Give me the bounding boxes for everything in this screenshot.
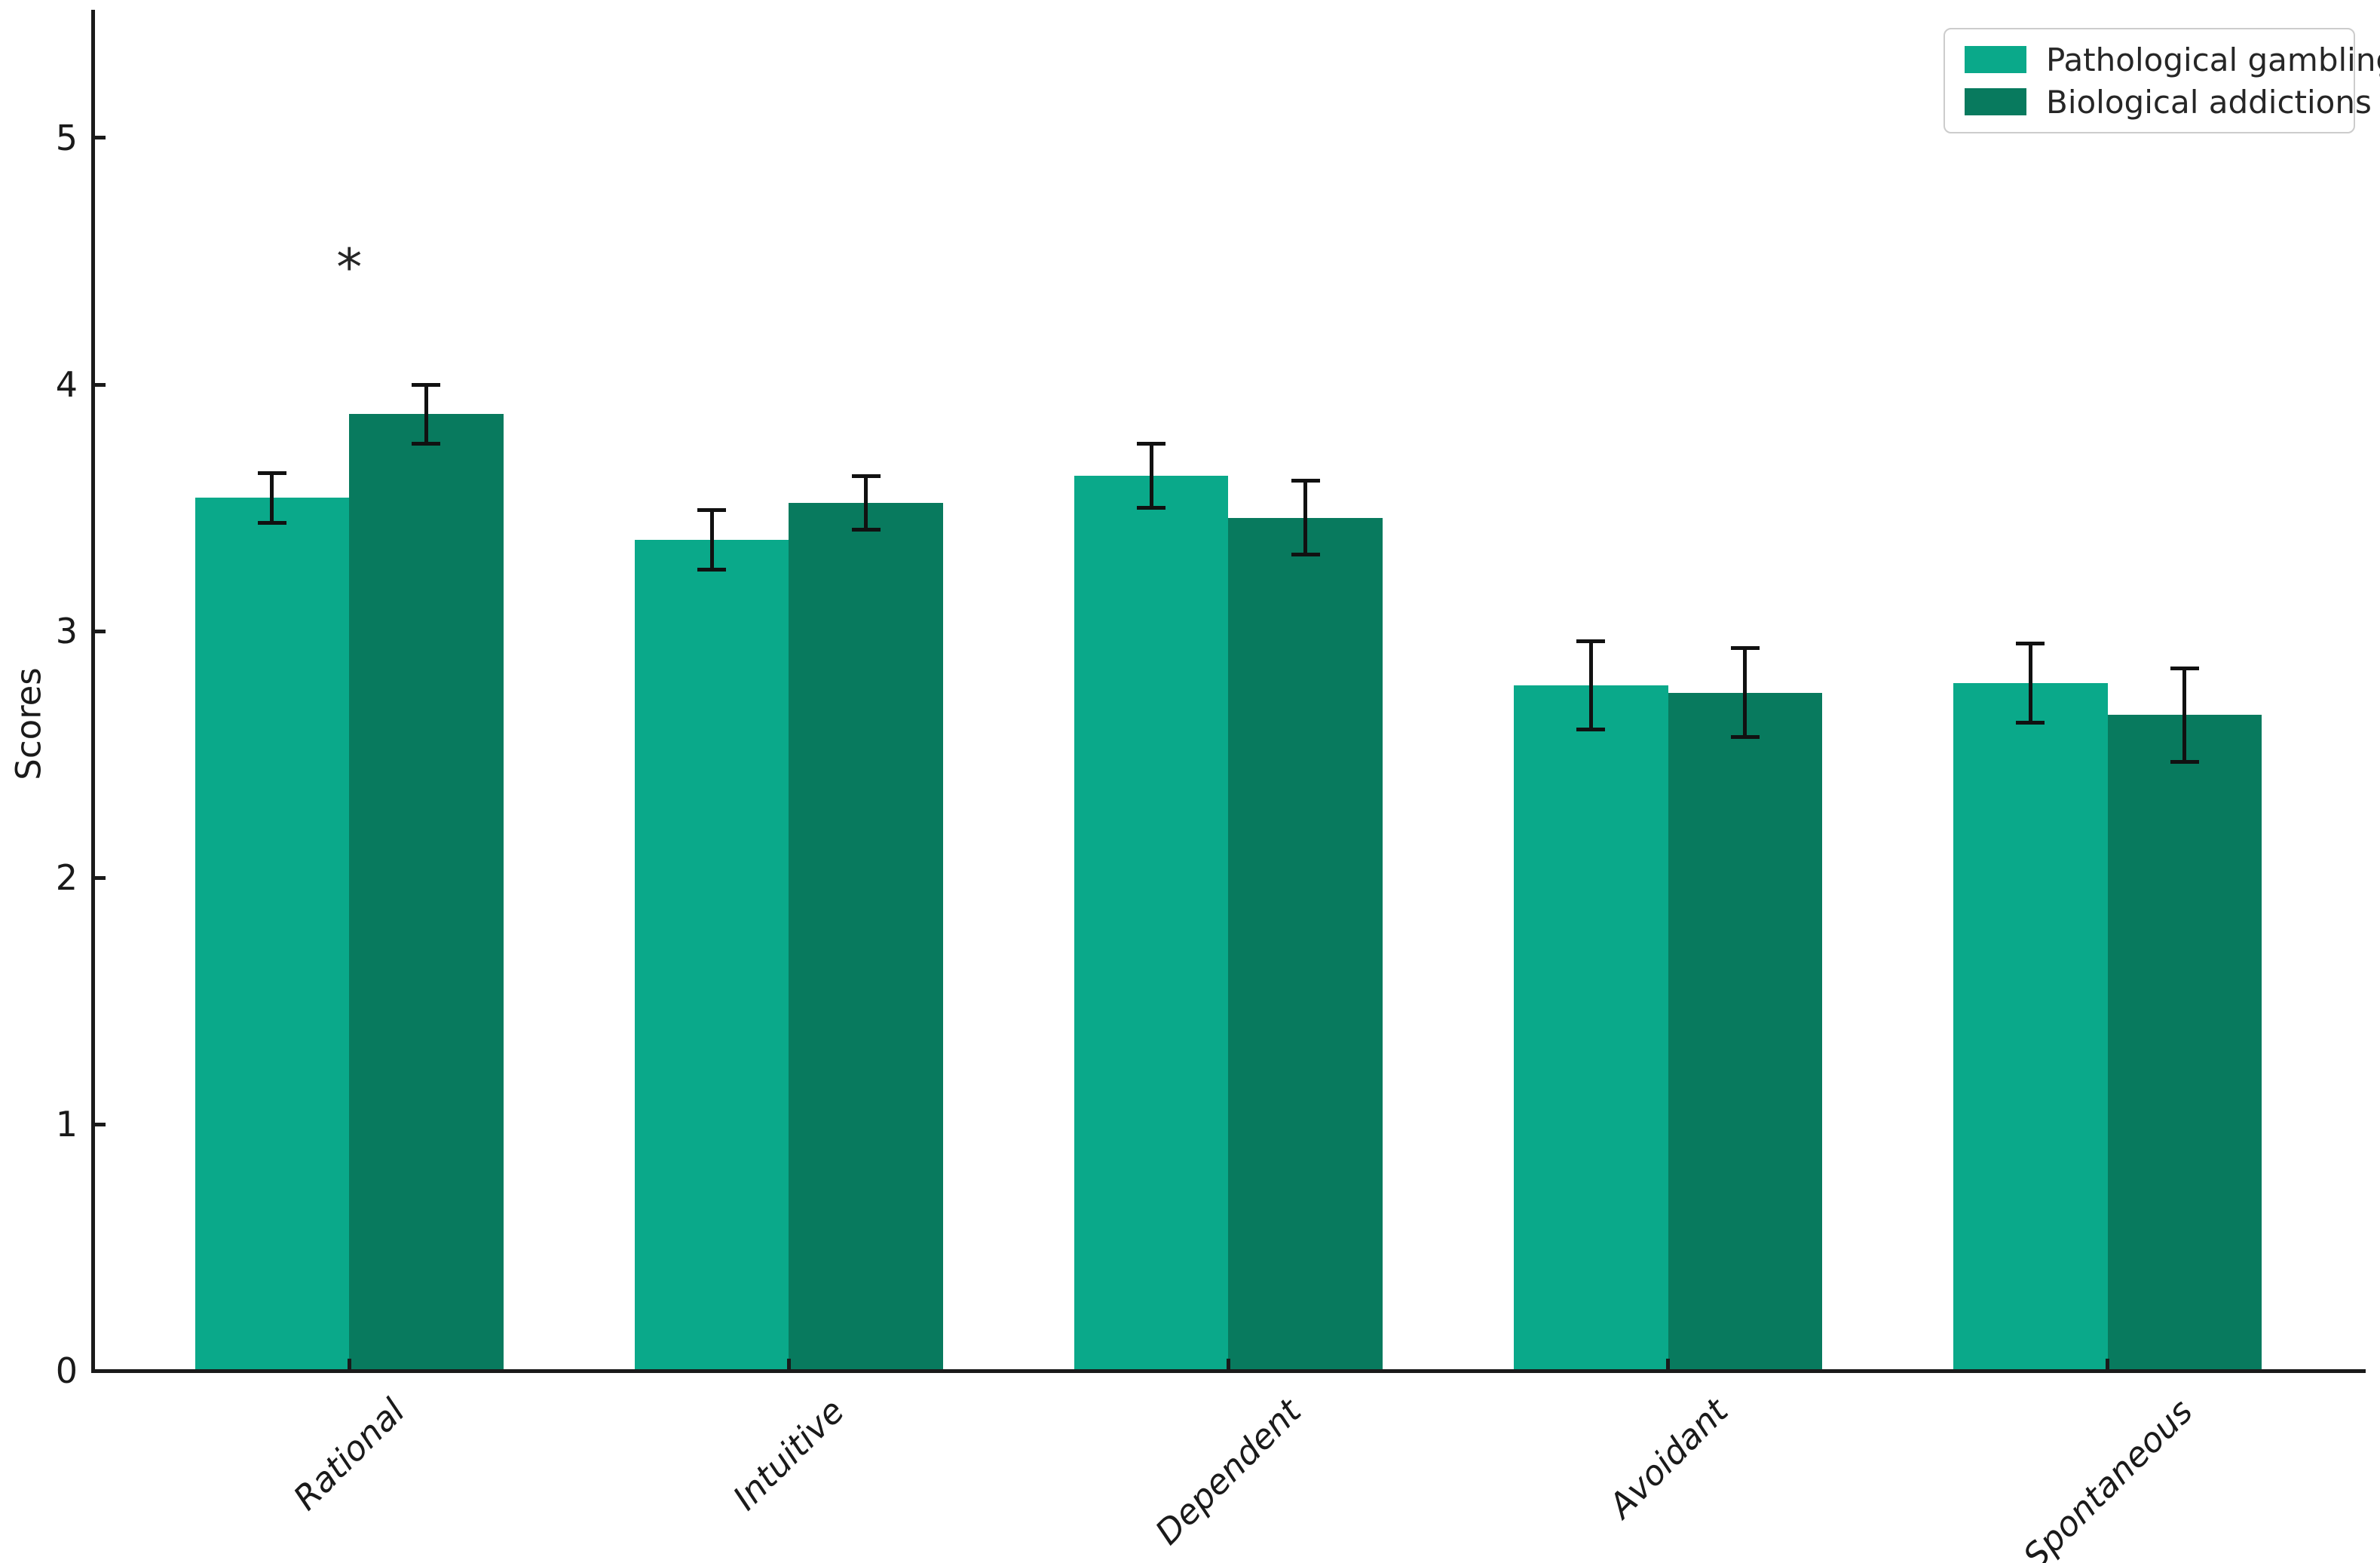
error-bar-line [424, 385, 428, 444]
x-axis-spine [90, 1368, 2366, 1373]
error-bar-line [1588, 641, 1593, 730]
legend-label: Biological addictions [2046, 83, 2372, 121]
error-bar-line [1743, 648, 1747, 737]
error-bar-cap-top [257, 471, 286, 476]
x-tick-label-rational: Rational [285, 1390, 413, 1519]
error-bar-cap-top [2170, 666, 2199, 670]
error-bar-cap-bottom [1730, 735, 1760, 740]
y-tick-label: 3 [55, 611, 78, 652]
bar-pathological-gambling-avoidant [1514, 685, 1668, 1371]
y-tick-label: 5 [55, 117, 78, 158]
y-axis-title: Scores [8, 667, 49, 780]
x-tick-label-avoidant: Avoidant [1600, 1391, 1735, 1526]
error-bar-line [270, 473, 274, 523]
error-bar-cap-bottom [1576, 728, 1606, 732]
x-tick-label-dependent: Dependent [1147, 1391, 1309, 1553]
error-bar-cap-top [1730, 646, 1760, 651]
x-tick [347, 1358, 351, 1369]
legend: Pathological gambling Biological addicti… [1944, 28, 2380, 133]
y-tick [94, 875, 106, 880]
error-bar-cap-top [851, 473, 881, 478]
error-bar-cap-top [412, 382, 441, 387]
error-bar-cap-bottom [257, 520, 286, 525]
error-bar-cap-top [697, 508, 727, 513]
bar-pathological-gambling-spontaneous [1953, 682, 2108, 1371]
y-tick [94, 629, 106, 633]
y-tick [94, 1122, 106, 1126]
error-bar-line [709, 510, 714, 570]
error-bar-line [2182, 668, 2187, 762]
error-bar-cap-top [2016, 641, 2045, 645]
y-tick-label: 0 [55, 1350, 78, 1392]
error-bar-cap-bottom [2016, 720, 2045, 725]
error-bar-line [2028, 643, 2032, 723]
error-bar-line [1149, 443, 1153, 508]
x-tick-label-intuitive: Intuitive [725, 1391, 853, 1519]
error-bar-cap-top [1291, 479, 1320, 483]
y-tick [94, 382, 106, 387]
error-bar-cap-top [1137, 442, 1166, 446]
y-tick [94, 1368, 106, 1373]
legend-swatch-biological-addictions [1965, 88, 2026, 115]
error-bar-cap-bottom [697, 567, 727, 572]
significance-asterisk: * [336, 238, 363, 299]
bar-biological-addictions-dependent [1228, 517, 1383, 1371]
y-tick-label: 1 [55, 1104, 78, 1145]
x-tick [1666, 1358, 1670, 1369]
error-bar-cap-bottom [851, 528, 881, 532]
bar-pathological-gambling-intuitive [634, 540, 789, 1371]
bar-pathological-gambling-dependent [1074, 476, 1229, 1371]
error-bar-cap-bottom [1137, 506, 1166, 510]
bar-pathological-gambling-rational [195, 498, 350, 1371]
legend-swatch-pathological-gambling [1965, 46, 2026, 73]
error-bar-cap-top [1576, 639, 1606, 643]
y-axis-spine [90, 10, 95, 1373]
y-tick [94, 136, 106, 140]
error-bar-cap-bottom [2170, 759, 2199, 764]
bar-biological-addictions-rational [349, 414, 504, 1371]
bar-biological-addictions-avoidant [1668, 692, 1822, 1371]
error-bar-cap-bottom [1291, 553, 1320, 557]
error-bar-line [864, 476, 868, 530]
y-tick-label: 4 [55, 364, 78, 405]
x-tick [1226, 1358, 1230, 1369]
error-bar-cap-bottom [412, 442, 441, 446]
x-tick [2106, 1358, 2110, 1369]
x-tick-label-spontaneous: Spontaneous [2014, 1390, 2201, 1563]
error-bar-line [1303, 480, 1308, 555]
legend-label: Pathological gambling [2046, 41, 2380, 78]
legend-item-pathological-gambling: Pathological gambling [1965, 41, 2380, 78]
bar-biological-addictions-spontaneous [2107, 715, 2262, 1371]
y-tick-label: 2 [55, 857, 78, 899]
bar-biological-addictions-intuitive [789, 503, 943, 1371]
x-tick [786, 1358, 791, 1369]
legend-item-biological-addictions: Biological addictions [1965, 84, 2372, 121]
